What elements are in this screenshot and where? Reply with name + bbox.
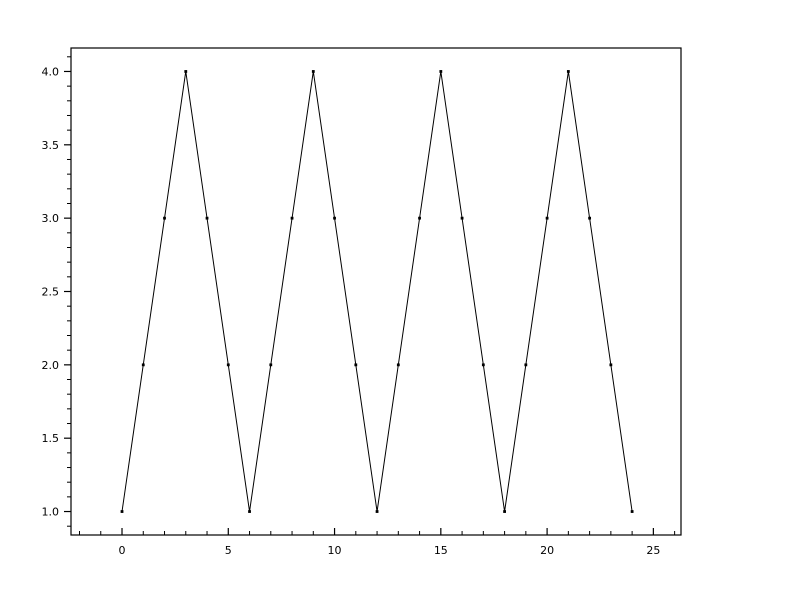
data-point-marker bbox=[396, 363, 400, 367]
data-point-marker bbox=[630, 510, 634, 513]
y-axis-major-ticks bbox=[64, 70, 71, 513]
data-point-marker bbox=[226, 363, 230, 367]
plot-area-background bbox=[71, 48, 681, 535]
data-point-marker bbox=[248, 510, 251, 513]
x-tick-label: 5 bbox=[225, 544, 232, 557]
x-tick-label: 0 bbox=[119, 544, 126, 557]
y-axis-tick-labels: 1.0 1.5 2.0 2.5 3.0 3.5 4.0 bbox=[42, 65, 60, 518]
data-point-marker bbox=[545, 216, 549, 220]
y-tick-label: 2.0 bbox=[42, 359, 60, 372]
y-axis-minor-ticks bbox=[67, 56, 71, 527]
data-point-marker bbox=[184, 70, 188, 73]
y-tick-label: 1.0 bbox=[42, 506, 60, 519]
x-axis-minor-ticks bbox=[79, 531, 676, 535]
x-tick-label: 25 bbox=[646, 544, 660, 557]
data-point-marker bbox=[609, 363, 613, 367]
data-point-marker bbox=[588, 216, 592, 220]
y-tick-label: 1.5 bbox=[42, 432, 60, 445]
data-point-marker bbox=[354, 363, 358, 367]
x-axis-major-ticks bbox=[121, 528, 654, 535]
data-point-marker bbox=[524, 363, 528, 367]
x-tick-label: 20 bbox=[540, 544, 554, 557]
x-axis-tick-labels: 0 5 10 15 20 25 bbox=[119, 544, 661, 557]
data-point-marker bbox=[375, 510, 379, 513]
y-tick-label: 2.5 bbox=[42, 286, 60, 299]
data-point-marker bbox=[290, 216, 294, 220]
data-point-marker bbox=[566, 70, 570, 73]
data-point-marker bbox=[269, 363, 273, 367]
y-tick-label: 4.0 bbox=[42, 65, 60, 78]
data-point-marker bbox=[481, 363, 485, 367]
data-point-marker bbox=[163, 216, 166, 220]
data-point-marker bbox=[439, 70, 443, 73]
data-point-marker bbox=[333, 216, 336, 220]
plot-frame bbox=[70, 47, 682, 536]
x-tick-label: 10 bbox=[328, 544, 342, 557]
data-point-marker bbox=[418, 216, 421, 220]
data-point-marker bbox=[205, 216, 209, 220]
data-point-marker bbox=[460, 216, 464, 220]
data-point-marker bbox=[503, 510, 506, 513]
data-point-markers bbox=[120, 70, 634, 513]
y-tick-label: 3.5 bbox=[42, 139, 60, 152]
data-point-marker bbox=[120, 510, 124, 513]
data-point-marker bbox=[311, 70, 315, 73]
y-tick-label: 3.0 bbox=[42, 212, 60, 225]
data-point-marker bbox=[141, 363, 145, 367]
x-tick-label: 15 bbox=[434, 544, 448, 557]
